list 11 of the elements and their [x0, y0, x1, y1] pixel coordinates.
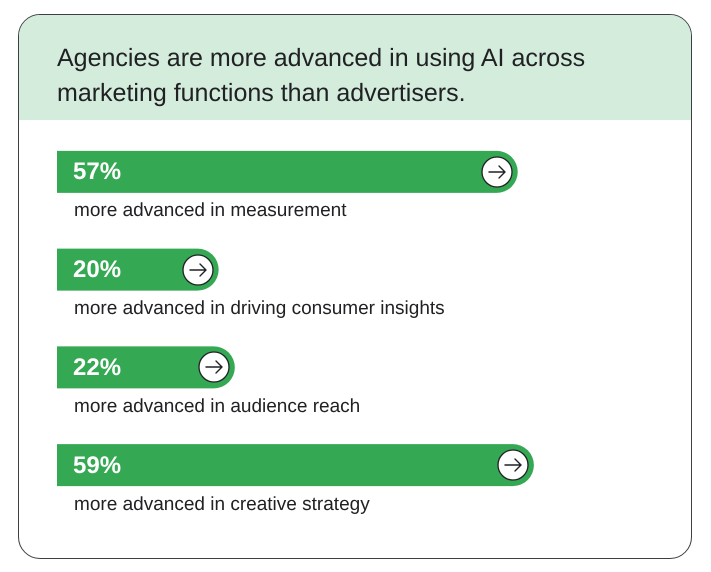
data-label: 57%: [73, 158, 122, 185]
y-tick-label: more advanced in creative strategy: [74, 494, 370, 515]
data-label: 20%: [73, 256, 122, 283]
data-label: 22%: [73, 354, 122, 381]
data-label: 59%: [73, 452, 122, 479]
y-tick-label: more advanced in audience reach: [74, 396, 360, 417]
bar: [57, 444, 534, 486]
chart-title: Agencies are more advanced in using AI across marketing functions than advertisers.: [57, 43, 586, 109]
y-tick-label: more advanced in measurement: [74, 200, 348, 221]
bar: [57, 150, 518, 193]
y-tick-label: more advanced in driving consumer insights: [74, 298, 445, 319]
